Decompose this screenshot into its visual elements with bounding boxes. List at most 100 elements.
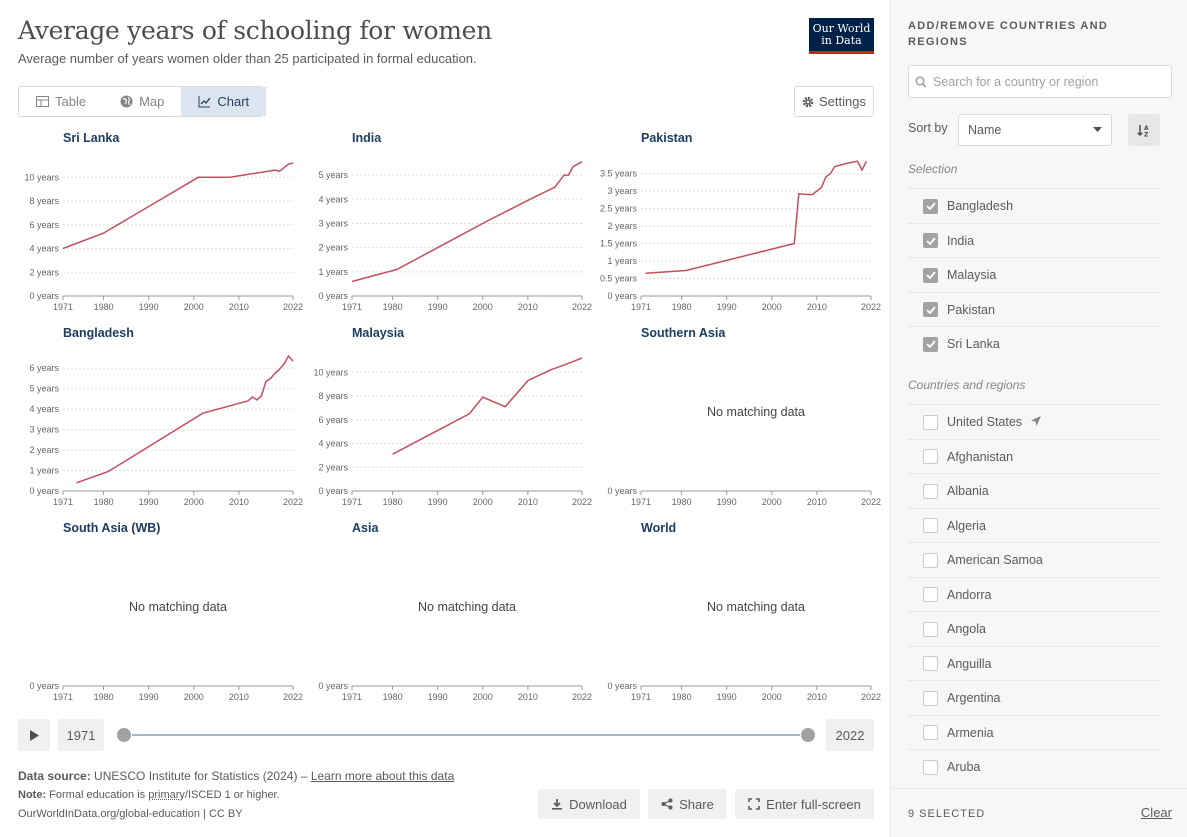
play-button[interactable] xyxy=(18,719,50,751)
facet-title[interactable]: South Asia (WB) xyxy=(63,521,161,535)
facet-title[interactable]: Pakistan xyxy=(641,131,693,145)
credits-line[interactable]: OurWorldInData.org/global-education | CC… xyxy=(18,808,243,820)
entity-row[interactable]: Sri Lanka xyxy=(908,326,1160,361)
timeline: 1971 2022 xyxy=(18,719,874,751)
entity-row[interactable]: Andorra xyxy=(908,576,1160,612)
view-tabs: Table Map Chart xyxy=(18,86,267,117)
search-input[interactable] xyxy=(933,74,1153,89)
facet-title[interactable]: World xyxy=(641,521,677,535)
x-tick-label: 1971 xyxy=(342,692,362,702)
y-tick-label: 2 years xyxy=(318,462,348,472)
facet-title[interactable]: Asia xyxy=(352,521,379,535)
entity-row[interactable]: Argentina xyxy=(908,680,1160,715)
sort-alpha-icon: AZ xyxy=(1137,124,1149,137)
entity-row[interactable]: Aruba xyxy=(908,749,1160,784)
tab-chart[interactable]: Chart xyxy=(181,87,267,116)
learn-more-link[interactable]: Learn more about this data xyxy=(310,769,455,783)
series-line[interactable] xyxy=(76,354,294,484)
checkbox[interactable] xyxy=(923,690,938,706)
selected-count: 9 SELECTED xyxy=(908,808,986,820)
owid-logo[interactable]: Our World in Data xyxy=(809,18,874,54)
facet-title[interactable]: Bangladesh xyxy=(63,326,134,340)
entity-row[interactable]: Pakistan xyxy=(908,291,1160,327)
note-primary-term[interactable]: primary xyxy=(148,789,185,801)
y-tick-label: 6 years xyxy=(29,220,59,230)
checkbox[interactable] xyxy=(923,302,938,317)
no-data-message: No matching data xyxy=(418,600,516,614)
checkbox[interactable] xyxy=(923,621,938,637)
x-tick-label: 2010 xyxy=(518,497,538,507)
entity-label: Andorra xyxy=(947,587,992,602)
x-tick-label: 1971 xyxy=(631,302,651,312)
x-tick-label: 1990 xyxy=(717,692,737,702)
checkbox[interactable] xyxy=(923,518,938,533)
facet-title[interactable]: India xyxy=(352,131,382,145)
entity-row[interactable]: Malaysia xyxy=(908,257,1160,292)
checkbox[interactable] xyxy=(923,449,938,464)
tab-table[interactable]: Table xyxy=(19,87,103,116)
timeline-end-year[interactable]: 2022 xyxy=(826,719,874,751)
download-icon xyxy=(552,799,563,810)
search-box xyxy=(908,65,1172,98)
entity-row[interactable]: Anguilla xyxy=(908,645,1160,681)
sort-dropdown[interactable]: Name xyxy=(958,114,1112,146)
entity-row[interactable]: American Samoa xyxy=(908,542,1160,577)
checkbox[interactable] xyxy=(923,587,938,602)
entity-row[interactable]: Angola xyxy=(908,611,1160,646)
checkbox[interactable] xyxy=(923,483,938,499)
x-tick-label: 2022 xyxy=(861,692,881,702)
logo-line-2: in Data xyxy=(821,34,862,47)
facet-title[interactable]: Sri Lanka xyxy=(63,131,120,145)
share-button[interactable]: Share xyxy=(648,789,727,819)
checkbox[interactable] xyxy=(923,414,938,430)
checkbox[interactable] xyxy=(923,198,938,214)
download-button[interactable]: Download xyxy=(538,789,640,819)
x-tick-label: 1990 xyxy=(139,497,159,507)
entity-row[interactable]: Armenia xyxy=(908,714,1160,750)
entity-label: Sri Lanka xyxy=(947,337,1000,351)
x-tick-label: 1990 xyxy=(139,692,159,702)
y-tick-label: 10 years xyxy=(313,367,348,377)
entity-row[interactable]: Bangladesh xyxy=(908,188,1160,223)
check-icon xyxy=(925,340,936,348)
caret-down-icon xyxy=(1093,127,1102,132)
entity-label: Angola xyxy=(947,622,986,636)
entity-row[interactable]: United States xyxy=(908,404,1160,439)
series-line[interactable] xyxy=(392,357,583,455)
facet-chart: Bangladesh 0 years 1 years 2 years 3 years 4 … xyxy=(18,326,307,521)
checkbox[interactable] xyxy=(923,336,938,352)
series-line[interactable] xyxy=(62,162,294,250)
series-line[interactable] xyxy=(645,160,868,275)
entity-label: Malaysia xyxy=(947,268,997,282)
series-line[interactable] xyxy=(351,161,583,283)
entity-row[interactable]: Albania xyxy=(908,473,1160,508)
y-tick-label: 10 years xyxy=(24,172,59,182)
timeline-start-handle[interactable] xyxy=(116,727,132,743)
globe-icon xyxy=(120,95,133,108)
timeline-start-year[interactable]: 1971 xyxy=(58,719,104,751)
y-tick-label: 3 years xyxy=(318,218,348,228)
x-tick-label: 1971 xyxy=(631,497,651,507)
tab-map[interactable]: Map xyxy=(103,87,181,116)
facet-plot: 0 years 2 years 4 years 6 years 8 years 10 ye… xyxy=(313,357,592,507)
checkbox[interactable] xyxy=(923,725,938,740)
checkbox[interactable] xyxy=(923,552,938,568)
entity-row[interactable]: Algeria xyxy=(908,507,1160,543)
checkbox[interactable] xyxy=(923,267,938,283)
settings-button[interactable]: Settings xyxy=(794,86,874,117)
checkbox[interactable] xyxy=(923,759,938,775)
chart-footer: Data source: UNESCO Institute for Statis… xyxy=(18,767,454,824)
timeline-track[interactable] xyxy=(124,734,809,736)
note-text-2: /ISCED 1 or higher. xyxy=(184,789,280,801)
entity-row[interactable]: Afghanistan xyxy=(908,438,1160,474)
clear-button[interactable]: Clear xyxy=(1140,805,1172,820)
fullscreen-button[interactable]: Enter full-screen xyxy=(735,789,874,819)
checkbox[interactable] xyxy=(923,656,938,671)
facet-title[interactable]: Southern Asia xyxy=(641,326,726,340)
timeline-end-handle[interactable] xyxy=(800,727,816,743)
facet-title[interactable]: Malaysia xyxy=(352,326,405,340)
checkbox[interactable] xyxy=(923,233,938,248)
entity-row[interactable]: India xyxy=(908,222,1160,258)
